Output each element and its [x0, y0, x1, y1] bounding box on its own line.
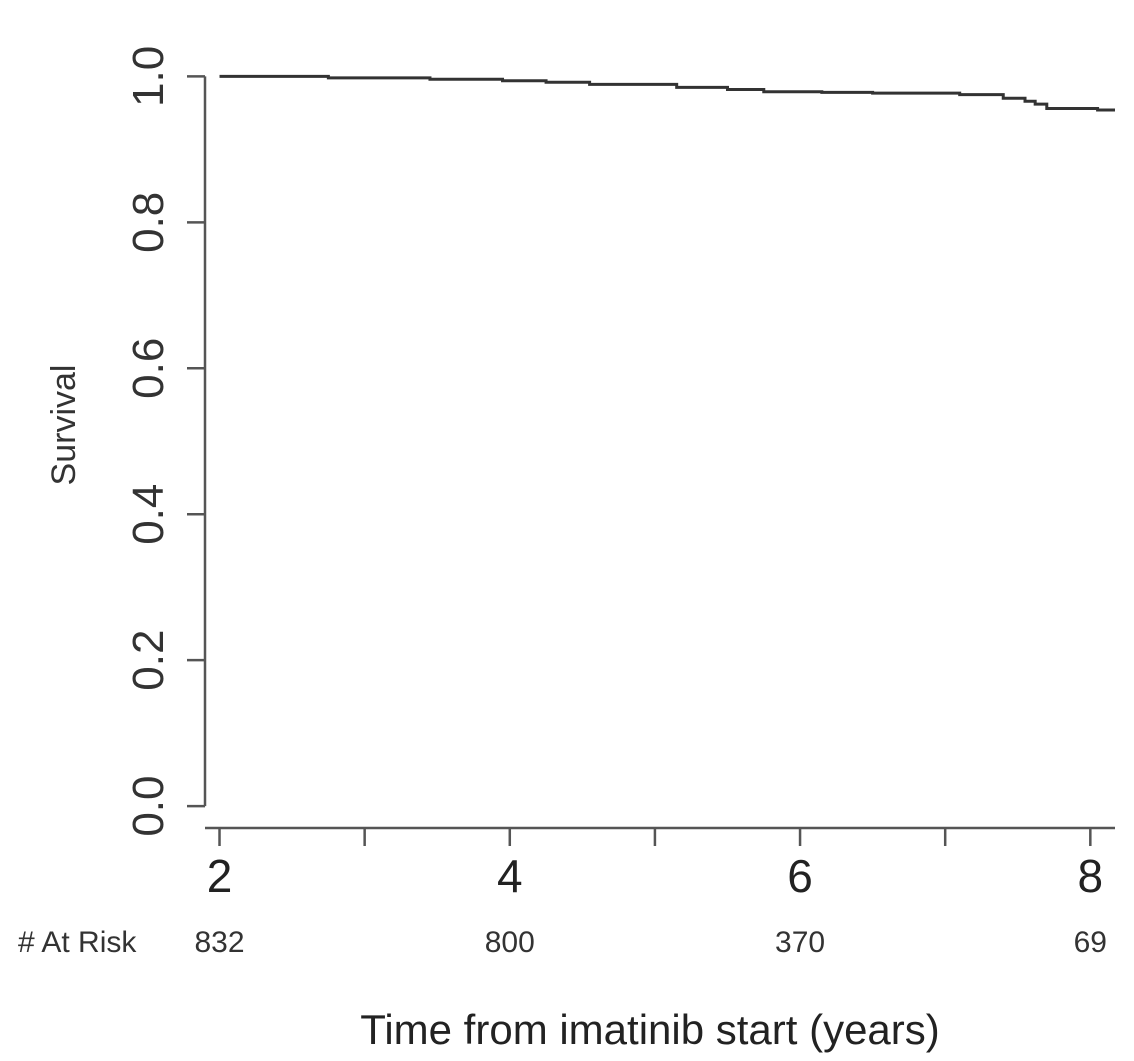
- y-axis-title: Survival: [45, 365, 83, 486]
- x-tick-label: 8: [1078, 850, 1104, 902]
- x-tick-label: 6: [787, 850, 813, 902]
- at-risk-title: # At Risk: [18, 926, 137, 959]
- y-tick-label: 0.2: [124, 630, 173, 691]
- x-axis: 2 4 6 8: [205, 826, 1115, 902]
- series-layer: [219, 74, 1115, 112]
- x-tick-label: 2: [207, 850, 233, 902]
- at-risk-value: 370: [775, 926, 825, 959]
- at-risk-value: 832: [194, 926, 244, 959]
- at-risk-value: 69: [1074, 926, 1107, 959]
- survival-curve: [219, 74, 1115, 112]
- y-tick-label: 0.0: [124, 776, 173, 837]
- y-tick-label: 0.8: [124, 192, 173, 253]
- y-axis: 0.0 0.2 0.4 0.6 0.8 1.0: [124, 46, 207, 837]
- at-risk-value: 800: [485, 926, 535, 959]
- x-axis-title: Time from imatinib start (years): [360, 1006, 940, 1053]
- y-tick-label: 0.4: [124, 484, 173, 545]
- x-tick-label: 4: [497, 850, 523, 902]
- y-tick-label: 1.0: [124, 46, 173, 107]
- at-risk-table: 832 800 370 69: [194, 926, 1107, 959]
- y-tick-label: 0.6: [124, 338, 173, 399]
